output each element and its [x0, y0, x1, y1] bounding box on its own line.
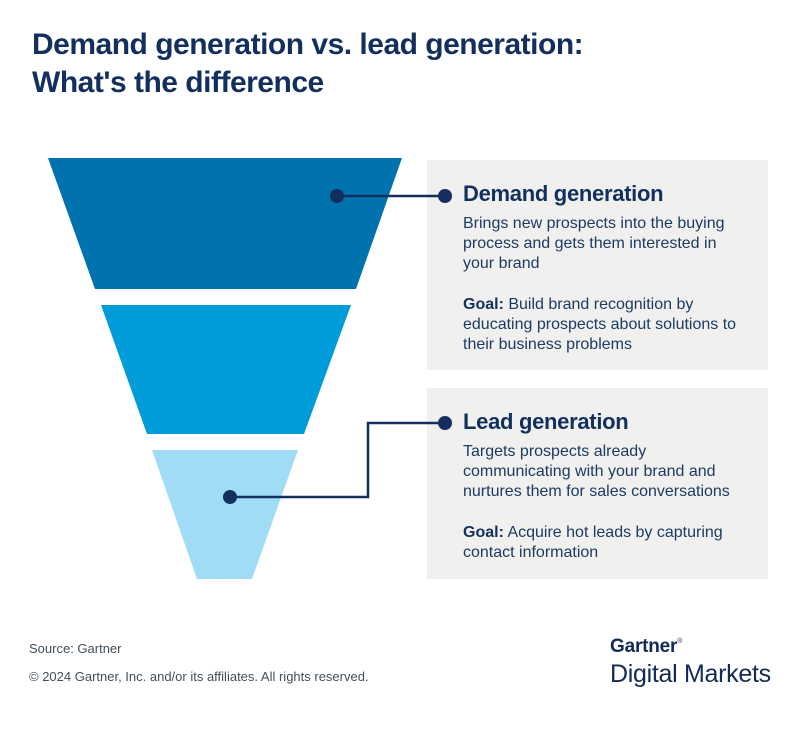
logo-gartner-wordmark: Gartner® — [610, 637, 771, 656]
lead-goal-text: Acquire hot leads by capturing contact i… — [463, 524, 723, 561]
registered-mark-icon: ® — [677, 638, 683, 645]
demand-generation-description: Brings new prospects into the buying pro… — [463, 215, 725, 272]
gartner-digital-markets-logo: Gartner® Digital Markets — [610, 637, 771, 687]
demand-goal-label: Goal: — [463, 296, 504, 313]
funnel-segment-middle — [101, 305, 351, 434]
connector-lead-line — [230, 421, 445, 499]
connector-demand-dot-funnel — [330, 189, 344, 203]
lead-generation-goal: Goal: Acquire hot leads by capturing con… — [463, 523, 751, 563]
demand-generation-title: Demand generation — [463, 181, 664, 206]
callout-lead-generation: Lead generation Targets prospects alread… — [427, 388, 768, 579]
demand-goal-text: Build brand recognition by educating pro… — [463, 296, 737, 353]
lead-goal-label: Goal: — [463, 524, 504, 541]
demand-generation-goal: Goal: Build brand recognition by educati… — [463, 295, 751, 355]
copyright-note: © 2024 Gartner, Inc. and/or its affiliat… — [29, 669, 369, 684]
lead-generation-title: Lead generation — [463, 409, 629, 434]
page-title-line2: What's the difference — [32, 66, 324, 99]
funnel-segment-bottom — [152, 450, 298, 579]
connector-lead-dot-funnel — [223, 490, 237, 504]
funnel-segment-top — [48, 158, 402, 289]
logo-digital-markets-text: Digital Markets — [610, 660, 771, 688]
source-note: Source: Gartner — [29, 641, 122, 656]
page-title: Demand generation vs. lead generation: W… — [32, 26, 584, 102]
logo-gartner-text: Gartner — [610, 636, 678, 657]
callout-demand-generation: Demand generation Brings new prospects i… — [427, 160, 768, 370]
page-title-line1: Demand generation vs. lead generation: — [32, 28, 584, 61]
lead-generation-description: Targets prospects already communicating … — [463, 443, 730, 500]
